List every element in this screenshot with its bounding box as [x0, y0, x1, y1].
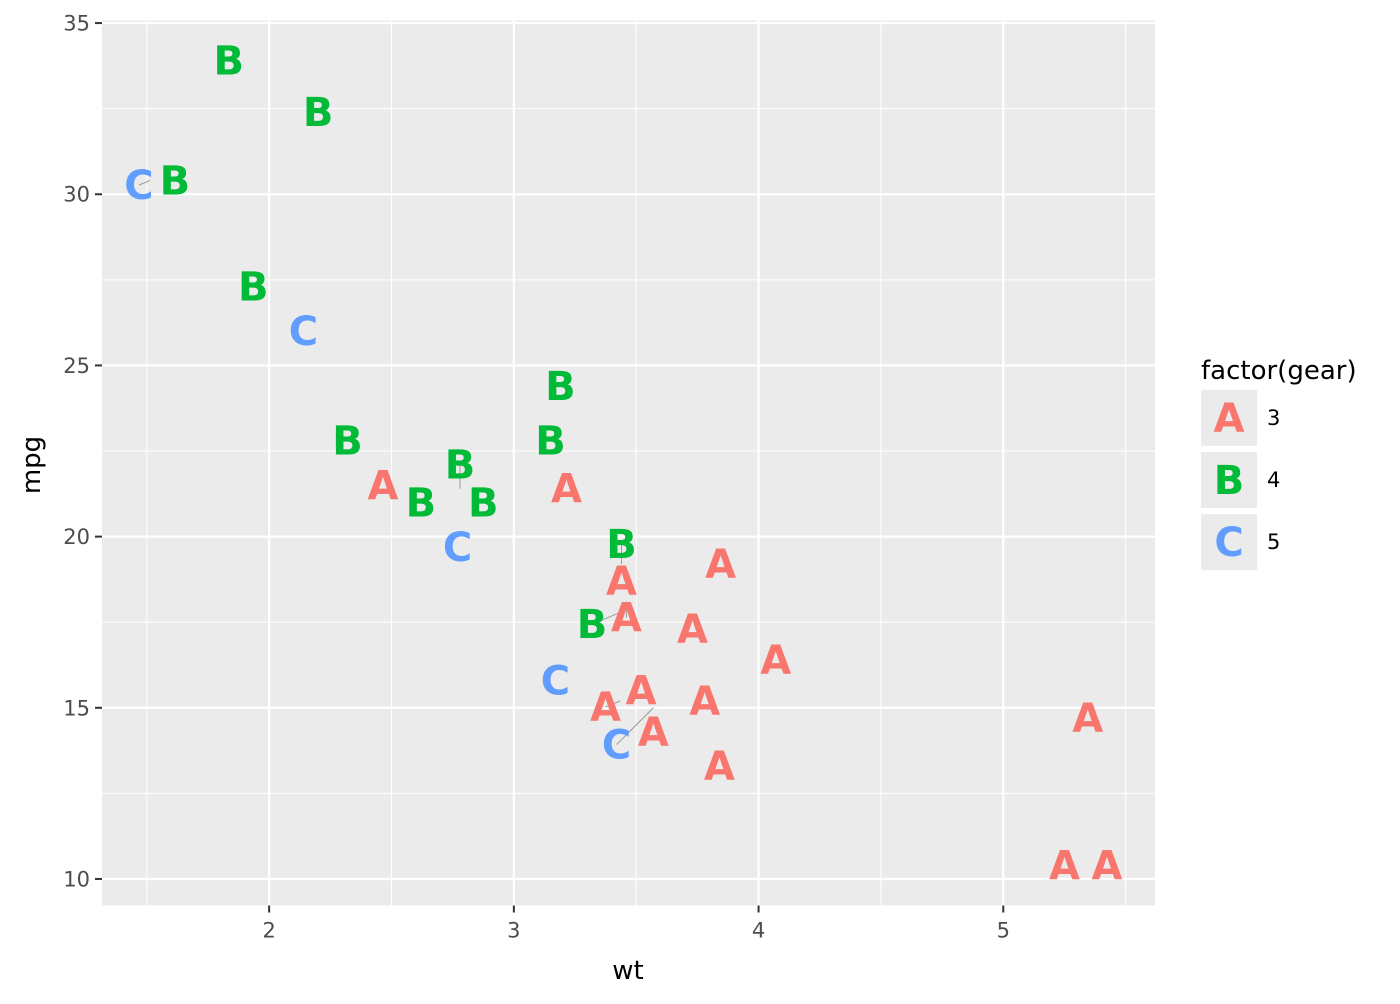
point-label-gear-4: B: [577, 602, 608, 648]
legend-key-glyph: C: [1214, 520, 1243, 566]
point-label-gear-3: A: [611, 596, 642, 642]
point-label-gear-4: B: [303, 90, 334, 136]
label-leader-lines: [138, 180, 654, 745]
point-label-gear-4: B: [406, 480, 437, 526]
x-tick-label: 5: [997, 919, 1010, 943]
point-label-gear-3: A: [704, 744, 735, 790]
point-label-gear-3: A: [551, 467, 582, 513]
point-label-gear-4: B: [214, 39, 245, 85]
legend: factor(gear) A 3 B 4 C 5: [1201, 356, 1357, 570]
point-label-gear-3: A: [1049, 843, 1080, 889]
x-tick-label: 4: [752, 919, 765, 943]
y-tick-label: 20: [63, 525, 90, 549]
axes: 2 3 4 5 10 15 20 25 30 35: [63, 12, 1010, 943]
point-label-gear-3: A: [677, 607, 708, 653]
label-leader-line: [591, 611, 622, 625]
point-label-gear-4: B: [445, 443, 476, 489]
point-label-gear-3: A: [590, 685, 621, 731]
legend-title: factor(gear): [1201, 356, 1357, 386]
point-label-gear-4: B: [332, 419, 363, 465]
point-label-gear-4: B: [535, 419, 566, 465]
label-leader-line: [616, 707, 654, 745]
y-tick-label: 10: [63, 867, 90, 891]
label-leader-line: [605, 700, 621, 708]
point-label-gear-3: A: [626, 669, 657, 715]
legend-key-glyph: A: [1214, 396, 1245, 442]
legend-label: 5: [1267, 530, 1280, 554]
point-label-gear-4: B: [545, 364, 576, 410]
point-label-gear-3: A: [1072, 696, 1103, 742]
plot-panel: [102, 20, 1155, 906]
legend-key: [1201, 390, 1257, 446]
point-label-gear-5: C: [289, 309, 318, 355]
point-label-gear-3: A: [606, 559, 637, 605]
legend-label: 3: [1267, 406, 1280, 430]
point-label-gear-5: C: [124, 163, 153, 209]
point-label-gear-3: A: [1092, 843, 1123, 889]
point-label-gear-3: A: [760, 638, 791, 684]
point-label-gear-4: B: [606, 522, 637, 568]
point-label-gear-4: B: [238, 265, 269, 311]
label-leader-line: [138, 180, 151, 186]
point-label-gear-3: A: [367, 463, 398, 509]
legend-key: [1201, 514, 1257, 570]
legend-label: 4: [1267, 468, 1280, 492]
point-label-gear-5: C: [443, 525, 472, 571]
legend-key: [1201, 452, 1257, 508]
point-label-gear-5: C: [541, 658, 570, 704]
y-axis-label: mpg: [17, 436, 47, 494]
x-tick-label: 3: [507, 919, 520, 943]
x-axis-label: wt: [612, 956, 643, 986]
point-label-gear-3: A: [705, 542, 736, 588]
point-label-gear-5: C: [602, 723, 631, 769]
point-label-gear-3: A: [638, 710, 669, 756]
y-tick-label: 30: [63, 183, 90, 207]
point-label-gear-4: B: [160, 159, 191, 205]
point-label-gear-3: A: [689, 679, 720, 725]
y-tick-label: 15: [63, 696, 90, 720]
grid-lines: [102, 20, 1155, 906]
point-label-gear-4: B: [468, 480, 499, 526]
legend-key-glyph: B: [1214, 458, 1245, 504]
y-tick-label: 35: [63, 12, 90, 36]
y-tick-label: 25: [63, 354, 90, 378]
x-tick-label: 2: [262, 919, 275, 943]
